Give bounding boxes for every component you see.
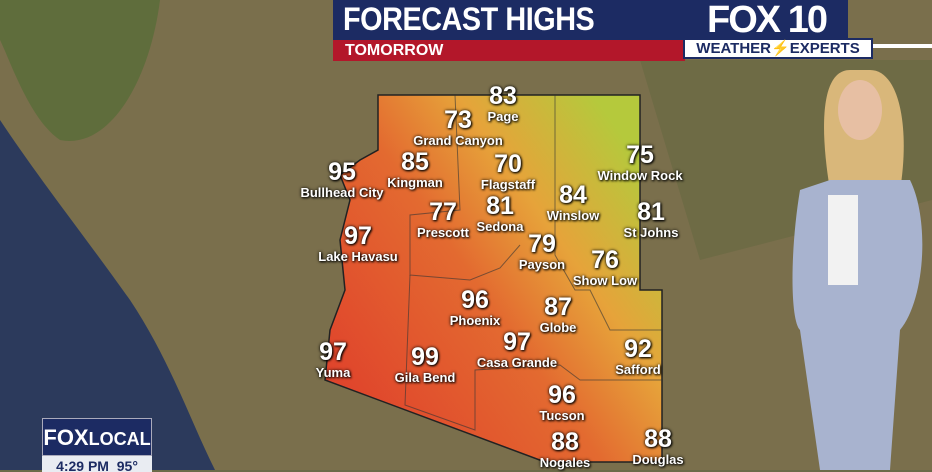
city-temp: 88 <box>644 425 672 453</box>
city-name: Safford <box>615 362 661 377</box>
city-name: Yuma <box>315 365 351 380</box>
city-label: 84 Winslow <box>546 181 600 223</box>
divider <box>873 44 932 48</box>
city-temp: 76 <box>591 246 619 274</box>
city-temp: 83 <box>489 82 517 110</box>
city-label: 97 Yuma <box>315 338 351 380</box>
city-label: 81 St Johns <box>623 198 679 240</box>
city-temp: 88 <box>551 428 579 456</box>
city-label: 79 Payson <box>518 230 566 272</box>
city-temp: 87 <box>544 293 572 321</box>
city-label: 95 Bullhead City <box>300 158 384 200</box>
city-name: Douglas <box>632 452 684 467</box>
city-temp: 92 <box>624 335 652 363</box>
city-label: 96 Tucson <box>539 381 585 423</box>
fox-local-logo: FOXLOCAL <box>42 418 152 456</box>
page-title: FORECAST HIGHS <box>343 1 595 37</box>
city-label: 81 Sedona <box>476 192 524 234</box>
city-name: Payson <box>518 257 566 272</box>
city-name: Grand Canyon <box>413 133 503 148</box>
city-label: 99 Gila Bend <box>394 343 456 385</box>
city-temp: 81 <box>637 198 665 226</box>
city-name: Casa Grande <box>476 355 558 370</box>
mountains <box>0 0 160 141</box>
city-temp: 96 <box>461 286 489 314</box>
city-label: 88 Douglas <box>632 425 684 467</box>
city-temp: 79 <box>528 230 556 258</box>
city-label: 77 Prescott <box>416 198 470 240</box>
city-temp: 77 <box>429 198 457 226</box>
city-name: Sedona <box>476 219 524 234</box>
city-temp: 99 <box>411 343 439 371</box>
city-name: Kingman <box>387 175 443 190</box>
presenter <box>792 70 923 470</box>
city-temp: 97 <box>344 222 372 250</box>
city-temp: 95 <box>328 158 356 186</box>
city-name: Flagstaff <box>480 177 536 192</box>
city-label: 87 Globe <box>539 293 577 335</box>
city-temp: 97 <box>319 338 347 366</box>
city-name: Nogales <box>539 455 591 470</box>
subtitle-bar: TOMORROW <box>333 40 685 61</box>
subtitle: TOMORROW <box>345 42 444 59</box>
city-label: 73 Grand Canyon <box>413 106 503 148</box>
city-label: 85 Kingman <box>387 148 443 190</box>
city-temp: 81 <box>486 192 514 220</box>
city-label: 70 Flagstaff <box>480 150 536 192</box>
weather-experts-logo: WEATHER⚡EXPERTS <box>683 38 873 59</box>
city-name: Phoenix <box>449 313 501 328</box>
city-temp: 85 <box>401 148 429 176</box>
city-label: 92 Safford <box>615 335 661 377</box>
city-label: 88 Nogales <box>539 428 591 470</box>
city-label: 97 Casa Grande <box>476 328 558 370</box>
city-temp: 70 <box>494 150 522 178</box>
city-name: Globe <box>539 320 577 335</box>
city-temp: 96 <box>548 381 576 409</box>
time-temp-ticker: 4:29 PM 95° <box>42 456 152 472</box>
city-label: 76 Show Low <box>572 246 638 288</box>
city-name: Gila Bend <box>394 370 456 385</box>
ocean <box>0 120 215 470</box>
city-temp: 97 <box>503 328 531 356</box>
city-name: Lake Havasu <box>318 249 398 264</box>
city-label: 75 Window Rock <box>597 141 683 183</box>
title-bar: FORECAST HIGHS <box>333 0 685 40</box>
city-name: Winslow <box>546 208 600 223</box>
city-label: 97 Lake Havasu <box>318 222 398 264</box>
city-name: St Johns <box>623 225 679 240</box>
lightning-icon: ⚡ <box>771 40 790 57</box>
city-label: 83 Page <box>487 82 519 124</box>
city-name: Prescott <box>416 225 470 240</box>
city-temp: 84 <box>559 181 587 209</box>
city-name: Tucson <box>539 408 585 423</box>
city-name: Page <box>487 109 519 124</box>
city-name: Bullhead City <box>300 185 384 200</box>
city-name: Window Rock <box>597 168 683 183</box>
city-temp: 73 <box>444 106 472 134</box>
city-name: Show Low <box>572 273 638 288</box>
city-temp: 75 <box>626 141 654 169</box>
fox10-logo: FOX 10 <box>685 0 848 40</box>
arizona-temperature-shading <box>324 94 663 463</box>
city-label: 96 Phoenix <box>449 286 501 328</box>
